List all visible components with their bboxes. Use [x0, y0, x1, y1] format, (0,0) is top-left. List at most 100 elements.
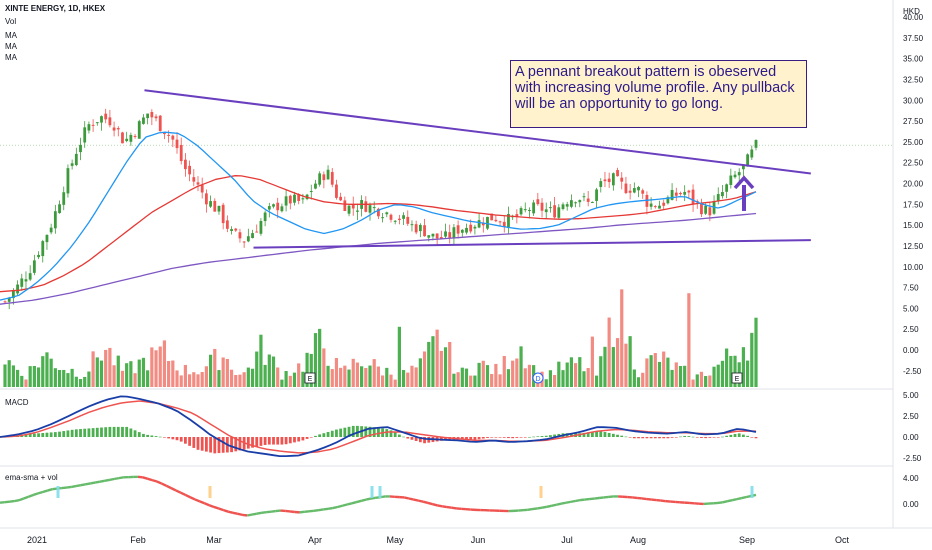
candle-body: [397, 218, 401, 220]
macd-hist-bar: [712, 437, 716, 438]
candle-body: [721, 192, 724, 197]
volume-bar: [74, 376, 78, 387]
macd-y-tick: 5.00: [903, 391, 919, 400]
candle-body: [137, 121, 141, 139]
candle-body: [154, 116, 158, 119]
candle-body: [179, 144, 183, 162]
candle-body: [3, 301, 7, 303]
volume-bar: [221, 357, 225, 387]
candle-body: [87, 124, 91, 131]
osc-segment: [285, 509, 291, 513]
candle-body: [121, 132, 124, 144]
candle-body: [335, 184, 338, 198]
volume-bar: [41, 356, 45, 387]
osc-segment: [641, 497, 647, 501]
osc-segment: [656, 498, 662, 502]
macd-hist-bar: [595, 431, 598, 437]
candle-body: [502, 221, 506, 227]
volume-bar: [674, 362, 678, 387]
macd-hist-bar: [184, 437, 187, 444]
osc-volume-highlight: [378, 486, 382, 498]
candle-body: [687, 190, 691, 193]
osc-segment: [66, 485, 72, 489]
candle-body: [716, 194, 720, 201]
volume-bar: [45, 352, 49, 387]
macd-hist-bar: [590, 431, 594, 437]
osc-segment: [37, 490, 44, 495]
macd-hist-bar: [372, 427, 376, 437]
volume-bar: [116, 355, 120, 387]
candle-body: [150, 111, 154, 118]
macd-hist-bar: [737, 433, 741, 437]
osc-segment: [75, 483, 82, 488]
candle-body: [381, 217, 384, 219]
candle-body: [192, 177, 196, 182]
osc-segment: [61, 486, 67, 490]
annotation-box[interactable]: A pennant breakout pattern is obeserved …: [510, 60, 807, 128]
macd-hist-bar: [679, 436, 682, 438]
volume-bar: [250, 368, 255, 387]
candle-body: [469, 224, 473, 232]
volume-bar: [548, 370, 553, 387]
volume-bar: [267, 354, 271, 387]
macd-hist-bar: [41, 433, 45, 437]
candle-body: [536, 199, 540, 205]
volume-bar: [720, 360, 725, 387]
macd-hist-bar: [742, 434, 745, 437]
candle-body: [184, 159, 187, 170]
candle-body: [649, 203, 653, 207]
candle-body: [45, 234, 49, 243]
x-tick-label: 2021: [27, 535, 47, 545]
y-tick-label: 7.50: [903, 284, 919, 293]
macd-hist-bar: [163, 437, 166, 438]
macd-hist-bar: [649, 437, 653, 439]
volume-bar: [83, 376, 87, 387]
volume-bar: [20, 375, 24, 387]
macd-hist-bar: [444, 437, 447, 441]
macd-hist-bar: [53, 432, 57, 437]
macd-hist-bar: [142, 433, 145, 437]
macd-hist-bar: [246, 437, 250, 449]
macd-hist-bar: [611, 433, 615, 437]
x-tick-label: Feb: [130, 535, 146, 545]
macd-hist-bar: [687, 436, 691, 437]
volume-bar: [615, 338, 620, 387]
volume-bar: [112, 365, 116, 387]
osc-segment: [589, 497, 595, 501]
candle-body: [582, 196, 586, 198]
volume-bar: [255, 351, 259, 387]
legend-ma-2: MA: [5, 42, 17, 51]
x-tick-label: Oct: [835, 535, 850, 545]
osc-segment: [337, 504, 343, 509]
osc-segment: [208, 504, 215, 509]
macd-hist-bar: [150, 435, 154, 437]
macd-hist-bar: [95, 427, 99, 437]
volume-bar: [389, 374, 393, 387]
macd-hist-bar: [486, 437, 489, 438]
candle-body: [616, 170, 619, 177]
candle-body: [641, 190, 645, 194]
candle-body: [125, 138, 129, 142]
macd-hist-bar: [540, 436, 544, 437]
candle-body: [95, 122, 99, 124]
macd-hist-bar: [154, 436, 158, 437]
volume-bar: [376, 366, 381, 387]
volume-bar: [406, 372, 410, 387]
macd-hist-bar: [507, 437, 510, 439]
macd-hist-bar: [196, 437, 200, 450]
candle-body: [590, 201, 594, 203]
osc-segment: [575, 498, 581, 503]
candle-body: [553, 205, 557, 218]
volume-bar: [372, 359, 376, 387]
osc-line: [0, 475, 757, 517]
osc-segment: [318, 508, 324, 512]
candle-body: [49, 227, 53, 233]
macd-hist-bar: [347, 426, 351, 437]
macd-hist-bar: [343, 427, 347, 437]
event-marker-label: E: [308, 376, 313, 383]
volume-bar: [557, 361, 561, 387]
osc-segment: [52, 487, 58, 491]
macd-hist-bar: [397, 434, 401, 437]
volume-bar: [653, 353, 657, 387]
